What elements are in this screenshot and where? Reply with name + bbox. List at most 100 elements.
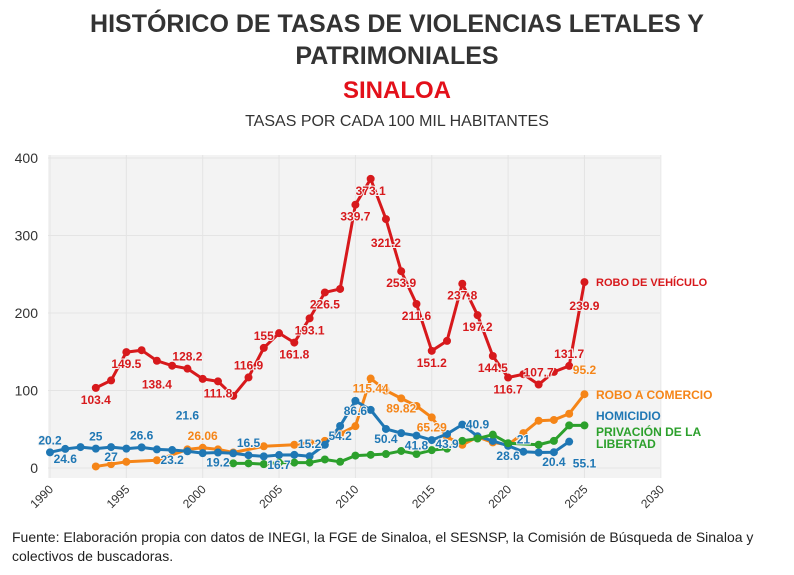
data-label: 138.4 [142, 378, 172, 392]
data-label: 226.5 [310, 297, 340, 311]
data-label: 253.9 [386, 276, 416, 290]
data-point [305, 314, 314, 323]
data-point [91, 383, 100, 392]
data-point [366, 374, 375, 383]
data-label: 20.4 [542, 455, 566, 469]
data-label: 237.8 [447, 289, 477, 303]
data-point [336, 421, 345, 430]
data-point [397, 394, 406, 403]
data-label: 128.2 [172, 350, 202, 364]
series-end-label: LIBERTAD [596, 437, 656, 451]
data-label: 86.6 [344, 404, 368, 418]
data-point [351, 422, 360, 431]
x-tick-label: 2025 [562, 482, 591, 511]
series-end-label: ROBO A COMERCIO [596, 388, 712, 402]
data-point [213, 448, 222, 457]
data-point [275, 451, 284, 460]
data-label: 144.5 [478, 361, 508, 375]
data-point [351, 396, 360, 405]
data-point [580, 390, 589, 399]
data-point [351, 200, 360, 209]
data-point [565, 421, 574, 430]
data-point [519, 447, 528, 456]
data-point [198, 449, 207, 458]
data-label: 95.2 [573, 363, 597, 377]
data-point [275, 458, 284, 467]
data-label: 24.6 [54, 452, 78, 466]
data-label: 40.9 [466, 417, 490, 431]
data-point [580, 421, 589, 430]
data-label: 89.82 [386, 401, 416, 415]
x-tick-label: 1995 [104, 482, 133, 511]
data-label: 26.06 [188, 429, 218, 443]
x-tick-label: 2005 [256, 482, 285, 511]
data-point [168, 446, 177, 455]
data-label: 339.7 [340, 210, 370, 224]
data-point [504, 373, 513, 382]
data-point [61, 444, 70, 453]
data-point [534, 416, 543, 425]
data-label: 115.44 [353, 382, 389, 396]
data-label: 116.9 [234, 358, 264, 372]
data-point [76, 443, 85, 452]
data-label: 15.2 [298, 437, 322, 451]
data-point [549, 415, 558, 424]
data-point [381, 386, 390, 395]
data-point [122, 348, 131, 357]
data-label: 43.9 [435, 437, 459, 451]
data-point [488, 436, 497, 445]
data-point [259, 442, 268, 451]
data-label: 41.8 [405, 439, 429, 453]
data-point [488, 430, 497, 439]
state-name: SINALOA [343, 77, 451, 104]
y-tick-label: 200 [15, 305, 39, 321]
data-point [305, 438, 314, 447]
chart-subtitle: TASAS POR CADA 100 MIL HABITANTES [245, 113, 549, 130]
data-point [534, 448, 543, 457]
data-point [443, 429, 452, 438]
data-label: 373.1 [356, 184, 386, 198]
data-point [519, 370, 528, 379]
data-point [91, 462, 100, 471]
data-point [412, 450, 421, 459]
data-point [565, 437, 574, 446]
x-tick-label: 2030 [638, 482, 667, 511]
data-label: 50.4 [374, 432, 398, 446]
data-label: 193.1 [295, 323, 325, 337]
data-point [366, 450, 375, 459]
data-point [381, 450, 390, 459]
data-point [366, 405, 375, 414]
data-point [549, 436, 558, 445]
data-point [107, 443, 116, 452]
data-label: 16.5 [237, 436, 261, 450]
data-point [336, 429, 345, 438]
data-point [443, 444, 452, 453]
data-point [427, 446, 436, 455]
data-point [397, 267, 406, 276]
data-point [290, 338, 299, 347]
data-point [229, 391, 238, 400]
data-label: 25 [89, 430, 103, 444]
data-point [473, 434, 482, 443]
chart-title: HISTÓRICO DE TASAS DE VIOLENCIAS LETALES… [90, 10, 704, 38]
data-point [519, 429, 528, 438]
data-label: 149.5 [111, 357, 141, 371]
data-point [290, 458, 299, 467]
data-point [427, 413, 436, 422]
source-note: Fuente: Elaboración propia con datos de … [12, 529, 754, 564]
data-point [122, 444, 131, 453]
data-point [412, 300, 421, 309]
data-point [168, 361, 177, 370]
data-label: 155 [254, 329, 274, 343]
data-point [427, 346, 436, 355]
data-point [229, 459, 238, 468]
data-label: 23.2 [160, 453, 184, 467]
data-point [305, 458, 314, 467]
y-tick-label: 400 [15, 150, 39, 166]
data-point [458, 420, 467, 429]
data-point [412, 402, 421, 410]
data-label: 239.9 [569, 299, 599, 313]
data-point [443, 336, 452, 345]
data-point [137, 346, 146, 355]
